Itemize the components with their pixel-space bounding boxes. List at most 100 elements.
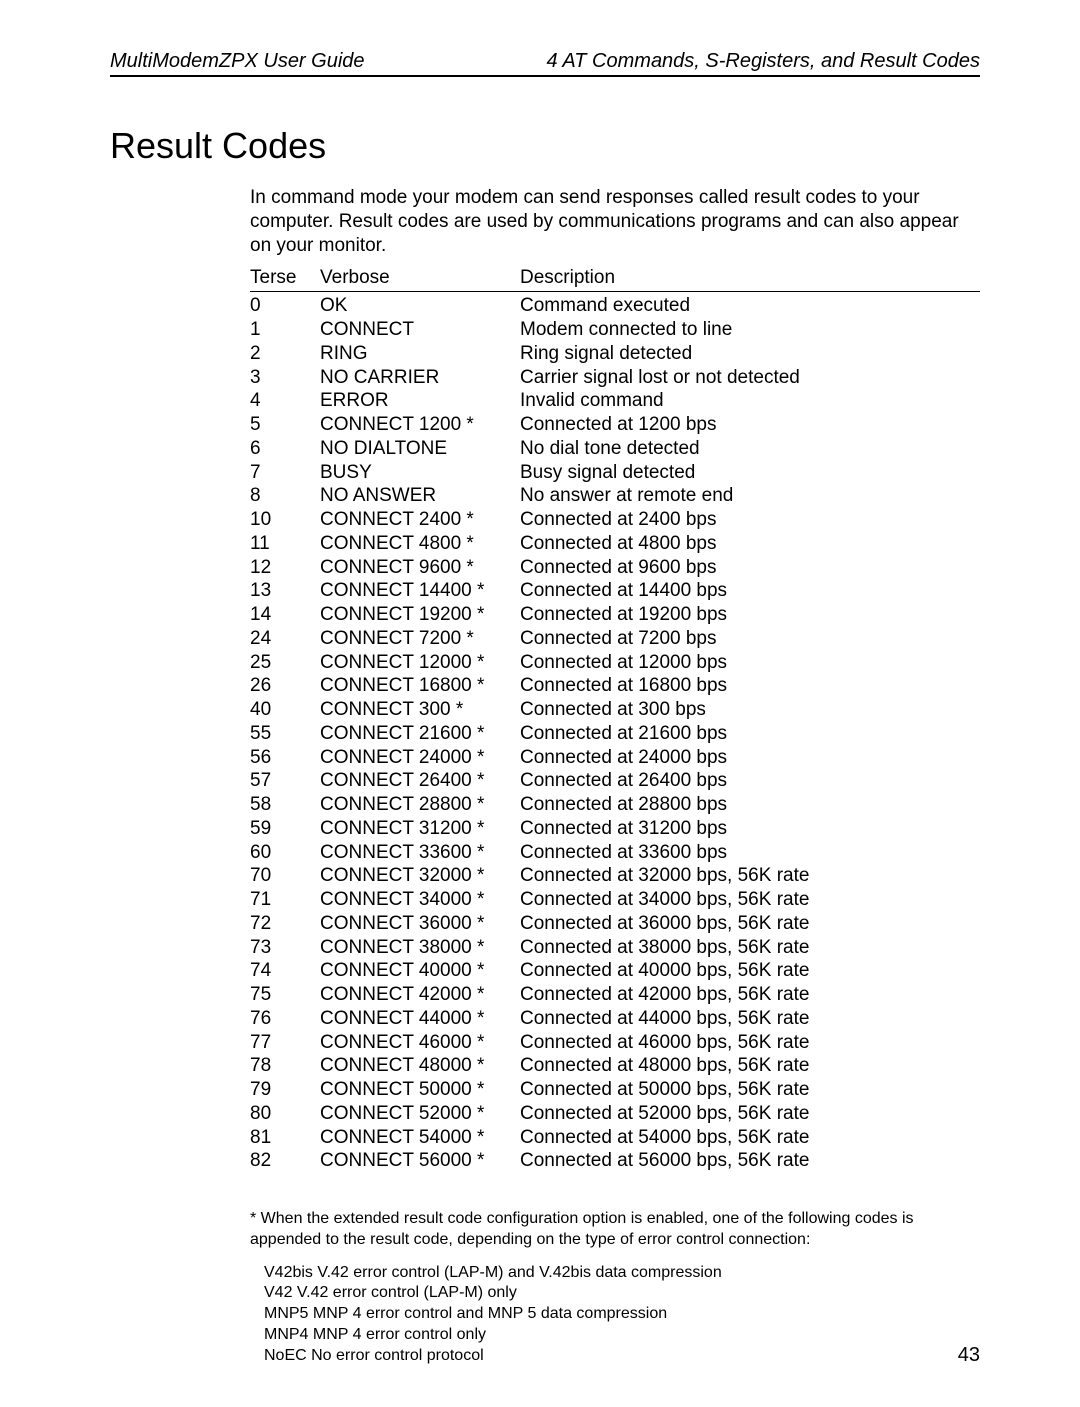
cell-description: Connected at 14400 bps	[520, 579, 980, 603]
cell-verbose: CONNECT 7200 *	[320, 627, 520, 651]
table-row: 72CONNECT 36000 *Connected at 36000 bps,…	[250, 912, 980, 936]
cell-verbose: CONNECT	[320, 318, 520, 342]
cell-terse: 4	[250, 389, 320, 413]
cell-verbose: CONNECT 42000 *	[320, 983, 520, 1007]
cell-terse: 3	[250, 366, 320, 390]
cell-terse: 2	[250, 342, 320, 366]
table-body: 0OKCommand executed1CONNECTModem connect…	[250, 294, 980, 1173]
table-row: 25CONNECT 12000 *Connected at 12000 bps	[250, 651, 980, 675]
table-row: 6NO DIALTONENo dial tone detected	[250, 437, 980, 461]
cell-description: Connected at 1200 bps	[520, 413, 980, 437]
cell-terse: 11	[250, 532, 320, 556]
table-row: 60CONNECT 33600 *Connected at 33600 bps	[250, 841, 980, 865]
footnote-list: V42bis V.42 error control (LAP-M) and V.…	[264, 1263, 980, 1367]
cell-description: Connected at 32000 bps, 56K rate	[520, 864, 980, 888]
cell-verbose: CONNECT 31200 *	[320, 817, 520, 841]
cell-verbose: ERROR	[320, 389, 520, 413]
table-row: 80CONNECT 52000 *Connected at 52000 bps,…	[250, 1102, 980, 1126]
cell-terse: 72	[250, 912, 320, 936]
page: MultiModemZPX User Guide 4 AT Commands, …	[0, 0, 1080, 1407]
cell-terse: 8	[250, 484, 320, 508]
table-row: 77CONNECT 46000 *Connected at 46000 bps,…	[250, 1031, 980, 1055]
cell-terse: 56	[250, 746, 320, 770]
footnote-intro: * When the extended result code configur…	[250, 1209, 980, 1251]
cell-verbose: CONNECT 36000 *	[320, 912, 520, 936]
cell-terse: 7	[250, 461, 320, 485]
cell-verbose: NO DIALTONE	[320, 437, 520, 461]
cell-verbose: CONNECT 14400 *	[320, 579, 520, 603]
cell-terse: 57	[250, 769, 320, 793]
cell-terse: 74	[250, 959, 320, 983]
cell-verbose: CONNECT 9600 *	[320, 556, 520, 580]
cell-verbose: CONNECT 16800 *	[320, 674, 520, 698]
table-row: 12CONNECT 9600 *Connected at 9600 bps	[250, 556, 980, 580]
cell-verbose: CONNECT 4800 *	[320, 532, 520, 556]
cell-terse: 76	[250, 1007, 320, 1031]
cell-verbose: CONNECT 32000 *	[320, 864, 520, 888]
table-row: 81CONNECT 54000 *Connected at 54000 bps,…	[250, 1126, 980, 1150]
cell-terse: 82	[250, 1149, 320, 1173]
footnote-item: V42 V.42 error control (LAP-M) only	[264, 1283, 980, 1304]
cell-terse: 78	[250, 1054, 320, 1078]
table-row: 7BUSYBusy signal detected	[250, 461, 980, 485]
cell-description: Busy signal detected	[520, 461, 980, 485]
table-row: 55CONNECT 21600 *Connected at 21600 bps	[250, 722, 980, 746]
cell-terse: 13	[250, 579, 320, 603]
cell-description: Connected at 12000 bps	[520, 651, 980, 675]
table-row: 2RINGRing signal detected	[250, 342, 980, 366]
col-header-terse: Terse	[250, 267, 320, 289]
cell-verbose: CONNECT 12000 *	[320, 651, 520, 675]
cell-terse: 77	[250, 1031, 320, 1055]
cell-description: Connected at 300 bps	[520, 698, 980, 722]
cell-verbose: CONNECT 34000 *	[320, 888, 520, 912]
cell-description: Connected at 34000 bps, 56K rate	[520, 888, 980, 912]
cell-description: Connected at 7200 bps	[520, 627, 980, 651]
cell-verbose: CONNECT 2400 *	[320, 508, 520, 532]
cell-verbose: CONNECT 56000 *	[320, 1149, 520, 1173]
table-row: 4ERRORInvalid command	[250, 389, 980, 413]
cell-terse: 81	[250, 1126, 320, 1150]
cell-description: Connected at 9600 bps	[520, 556, 980, 580]
cell-description: Connected at 19200 bps	[520, 603, 980, 627]
cell-description: Connected at 52000 bps, 56K rate	[520, 1102, 980, 1126]
cell-terse: 79	[250, 1078, 320, 1102]
cell-verbose: CONNECT 24000 *	[320, 746, 520, 770]
cell-description: Connected at 36000 bps, 56K rate	[520, 912, 980, 936]
cell-verbose: RING	[320, 342, 520, 366]
table-row: 3NO CARRIERCarrier signal lost or not de…	[250, 366, 980, 390]
table-row: 40CONNECT 300 *Connected at 300 bps	[250, 698, 980, 722]
table-row: 76CONNECT 44000 *Connected at 44000 bps,…	[250, 1007, 980, 1031]
cell-description: Carrier signal lost or not detected	[520, 366, 980, 390]
table-row: 8NO ANSWERNo answer at remote end	[250, 484, 980, 508]
cell-verbose: CONNECT 46000 *	[320, 1031, 520, 1055]
cell-terse: 59	[250, 817, 320, 841]
table-row: 79CONNECT 50000 *Connected at 50000 bps,…	[250, 1078, 980, 1102]
cell-description: Connected at 31200 bps	[520, 817, 980, 841]
cell-description: Connected at 16800 bps	[520, 674, 980, 698]
cell-terse: 80	[250, 1102, 320, 1126]
cell-terse: 73	[250, 936, 320, 960]
cell-terse: 10	[250, 508, 320, 532]
cell-terse: 26	[250, 674, 320, 698]
col-header-description: Description	[520, 267, 980, 289]
cell-description: Connected at 46000 bps, 56K rate	[520, 1031, 980, 1055]
cell-terse: 71	[250, 888, 320, 912]
table-row: 56CONNECT 24000 *Connected at 24000 bps	[250, 746, 980, 770]
cell-verbose: CONNECT 40000 *	[320, 959, 520, 983]
cell-terse: 0	[250, 294, 320, 318]
cell-verbose: CONNECT 21600 *	[320, 722, 520, 746]
table-row: 0OKCommand executed	[250, 294, 980, 318]
table-row: 10CONNECT 2400 *Connected at 2400 bps	[250, 508, 980, 532]
table-row: 57CONNECT 26400 *Connected at 26400 bps	[250, 769, 980, 793]
cell-description: Ring signal detected	[520, 342, 980, 366]
header-right: 4 AT Commands, S-Registers, and Result C…	[546, 50, 980, 73]
cell-verbose: OK	[320, 294, 520, 318]
cell-description: Connected at 28800 bps	[520, 793, 980, 817]
table-row: 73CONNECT 38000 *Connected at 38000 bps,…	[250, 936, 980, 960]
cell-description: No dial tone detected	[520, 437, 980, 461]
cell-description: Connected at 42000 bps, 56K rate	[520, 983, 980, 1007]
table-row: 70CONNECT 32000 *Connected at 32000 bps,…	[250, 864, 980, 888]
cell-verbose: BUSY	[320, 461, 520, 485]
footnote-item: NoEC No error control protocol	[264, 1346, 980, 1367]
running-header: MultiModemZPX User Guide 4 AT Commands, …	[110, 50, 980, 77]
